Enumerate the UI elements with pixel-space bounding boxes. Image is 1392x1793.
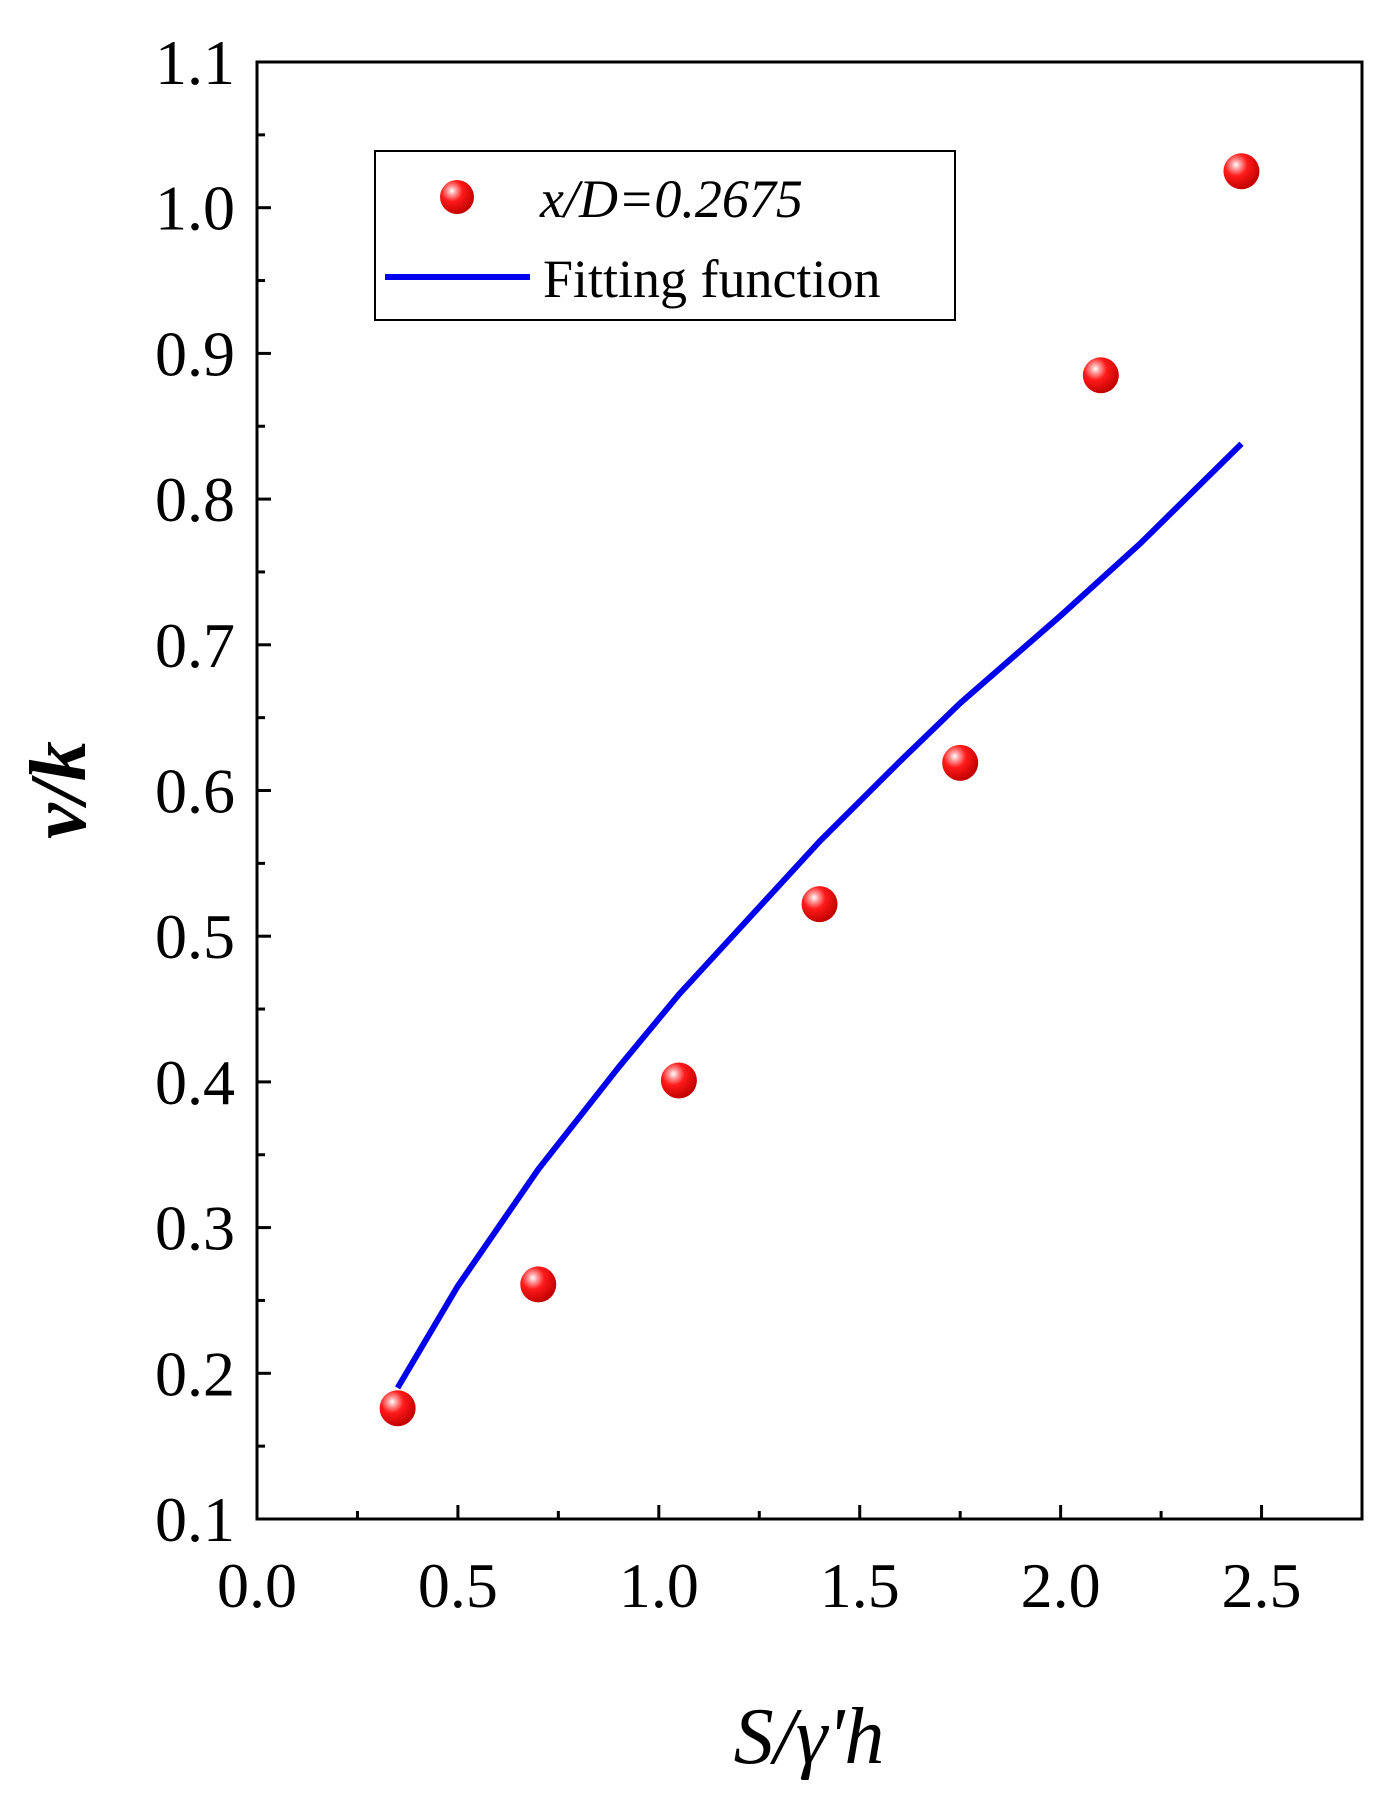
fit-line-layer (395, 441, 1244, 1390)
y-tick-label: 0.7 (155, 610, 235, 681)
fit-line (395, 441, 1244, 1390)
y-tick-label: 1.1 (155, 27, 235, 98)
scatter-point (379, 1390, 416, 1427)
y-tick-label: 0.1 (155, 1484, 235, 1555)
x-axis: 0.0 0.5 1.0 1.5 2.0 2.5 (217, 1505, 1302, 1621)
legend-label-scatter: x/D=0.2675 (539, 169, 803, 229)
scatter-point (520, 1266, 557, 1303)
scatter-point (801, 886, 838, 923)
y-tick-label: 0.2 (155, 1338, 235, 1409)
y-axis-label: v/k (15, 741, 103, 839)
legend: x/D=0.2675 Fitting function (374, 150, 956, 321)
scatter-point (660, 1062, 697, 1099)
x-tick-label: 1.5 (820, 1550, 900, 1621)
y-tick-label: 0.6 (155, 756, 235, 827)
legend-marker-scatter (440, 180, 474, 214)
y-tick-label: 0.9 (155, 318, 235, 389)
y-tick-label: 0.8 (155, 464, 235, 535)
y-tick-label: 0.3 (155, 1193, 235, 1264)
scatter-point (1082, 357, 1119, 394)
x-tick-label: 2.5 (1222, 1550, 1302, 1621)
x-axis-label: S/γ'h (734, 1693, 885, 1781)
legend-box (374, 150, 956, 321)
legend-label-fit: Fitting function (543, 249, 881, 309)
x-tick-label: 0.5 (418, 1550, 498, 1621)
scatter-points (379, 153, 1260, 1427)
x-tick-label: 2.0 (1021, 1550, 1101, 1621)
y-tick-label: 0.5 (155, 901, 235, 972)
y-tick-label: 1.0 (155, 173, 235, 244)
y-tick-label: 0.4 (155, 1047, 235, 1118)
x-tick-label: 1.0 (619, 1550, 699, 1621)
scatter-point (1223, 153, 1260, 190)
x-tick-label: 0.0 (217, 1550, 297, 1621)
scatter-point (942, 744, 979, 781)
y-axis: 0.1 0.2 0.3 0.4 0.5 0.6 0.7 0.8 0.9 1.0 1.1 (155, 27, 271, 1555)
